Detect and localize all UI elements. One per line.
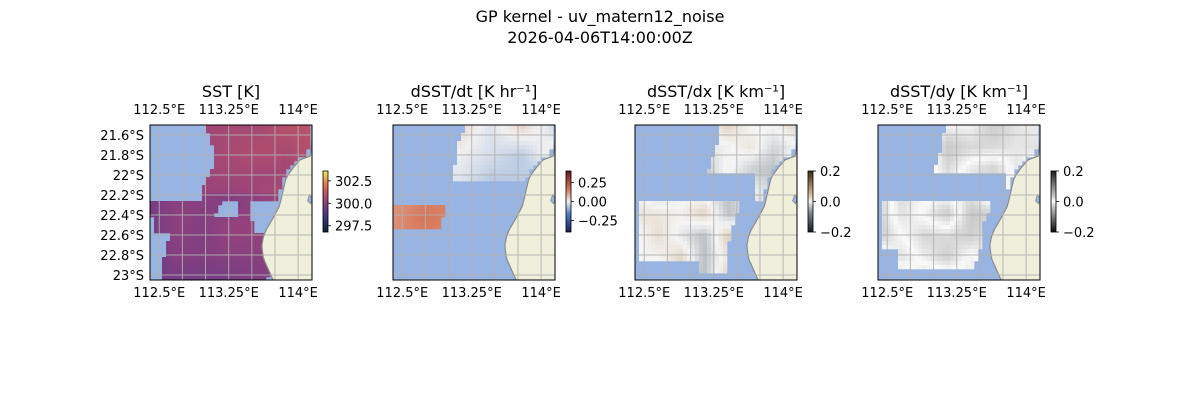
colorbar-tick-label: −0.25 (578, 215, 618, 230)
y-tick-label: 22.6°S (100, 229, 144, 244)
map-area (635, 125, 797, 280)
x-tick-label-top: 112.5°E (133, 103, 185, 118)
colorbar-tick-label: 0.0 (1063, 196, 1084, 211)
x-tick-label-top: 114°E (763, 103, 803, 118)
colorbar-tick-label: 0.2 (820, 165, 841, 180)
y-tick-label: 22.4°S (100, 209, 144, 224)
colorbar: 0.25 0.00 −0.25 (565, 170, 618, 233)
colorbar-tick-label: −0.2 (820, 226, 852, 241)
x-tick-label-bottom: 113.25°E (199, 286, 259, 301)
axes-frame (392, 124, 556, 281)
y-tick-label: 23°S (113, 269, 144, 284)
x-tick-label-bottom: 113.25°E (442, 286, 502, 301)
panel-title: SST [K] (202, 82, 260, 101)
colorbar-tick-label: 302.5 (335, 175, 372, 190)
colorbar-bar (322, 170, 329, 233)
panel-3: dSST/dx [K km⁻¹] 112.5°E 112.5°E 113.25°E 11… (618, 82, 851, 301)
gridlines (635, 125, 797, 280)
x-tick-label-bottom: 114°E (521, 286, 561, 301)
colorbar-bar (1050, 170, 1057, 233)
colorbar-tick-label: 297.5 (335, 220, 372, 235)
panel-2: dSST/dt [K hr⁻¹] 112.5°E 112.5°E 113.25°E 11… (376, 82, 618, 301)
gridlines (878, 125, 1040, 280)
x-tick-label-top: 114°E (278, 103, 318, 118)
colorbar-bar (565, 170, 572, 233)
axes-frame (877, 124, 1041, 281)
y-tick-label: 22.2°S (100, 189, 144, 204)
colorbar: 0.2 0.0 −0.2 (1050, 165, 1095, 241)
colorbar-tick-label: −0.2 (1063, 226, 1095, 241)
x-tick-label-bottom: 113.25°E (684, 286, 744, 301)
x-tick-label-top: 112.5°E (861, 103, 913, 118)
x-tick-label-top: 113.25°E (927, 103, 987, 118)
y-tick-label: 21.6°S (100, 129, 144, 144)
colorbar: 302.5 300.0 297.5 (322, 170, 372, 235)
x-tick-label-top: 113.25°E (684, 103, 744, 118)
colorbar-tick-label: 0.0 (820, 196, 841, 211)
panel-1: SST [K] 112.5°E 112.5°E 113.25°E 113.25°E 114… (100, 82, 372, 301)
map-area (150, 125, 312, 280)
x-tick-label-bottom: 114°E (278, 286, 318, 301)
y-tick-label: 22°S (113, 169, 144, 184)
x-tick-label-bottom: 114°E (763, 286, 803, 301)
axes-frame (634, 124, 798, 281)
x-tick-label-bottom: 112.5°E (376, 286, 428, 301)
x-tick-label-top: 113.25°E (442, 103, 502, 118)
x-tick-label-bottom: 112.5°E (618, 286, 670, 301)
panel-4: dSST/dy [K km⁻¹] 112.5°E 112.5°E 113.25°E 11… (861, 82, 1094, 301)
gridlines (393, 125, 555, 280)
colorbar-tick-label: 0.2 (1063, 165, 1084, 180)
map-area (878, 125, 1040, 280)
colorbar: 0.2 0.0 −0.2 (807, 165, 852, 241)
gridlines (150, 125, 312, 280)
x-tick-label-top: 114°E (521, 103, 561, 118)
colorbar-bar (807, 170, 814, 233)
figure-subtitle: 2026-04-06T14:00:00Z (507, 28, 693, 47)
figure-title: GP kernel - uv_matern12_noise (475, 7, 725, 26)
colorbar-tick-label: 0.25 (578, 176, 607, 191)
x-tick-label-top: 112.5°E (376, 103, 428, 118)
x-tick-label-bottom: 114°E (1006, 286, 1046, 301)
panel-title: dSST/dy [K km⁻¹] (890, 82, 1028, 101)
colorbar-tick-label: 0.00 (578, 196, 607, 211)
map-area (393, 125, 555, 280)
y-tick-label: 21.8°S (100, 149, 144, 164)
x-tick-label-bottom: 112.5°E (861, 286, 913, 301)
x-tick-label-top: 114°E (1006, 103, 1046, 118)
y-tick-label: 22.8°S (100, 249, 144, 264)
colorbar-tick-label: 300.0 (335, 197, 372, 212)
axes-frame (149, 124, 313, 281)
x-tick-label-top: 113.25°E (199, 103, 259, 118)
panel-title: dSST/dt [K hr⁻¹] (411, 82, 538, 101)
x-tick-label-bottom: 113.25°E (927, 286, 987, 301)
panel-title: dSST/dx [K km⁻¹] (647, 82, 785, 101)
x-tick-label-bottom: 112.5°E (133, 286, 185, 301)
x-tick-label-top: 112.5°E (618, 103, 670, 118)
